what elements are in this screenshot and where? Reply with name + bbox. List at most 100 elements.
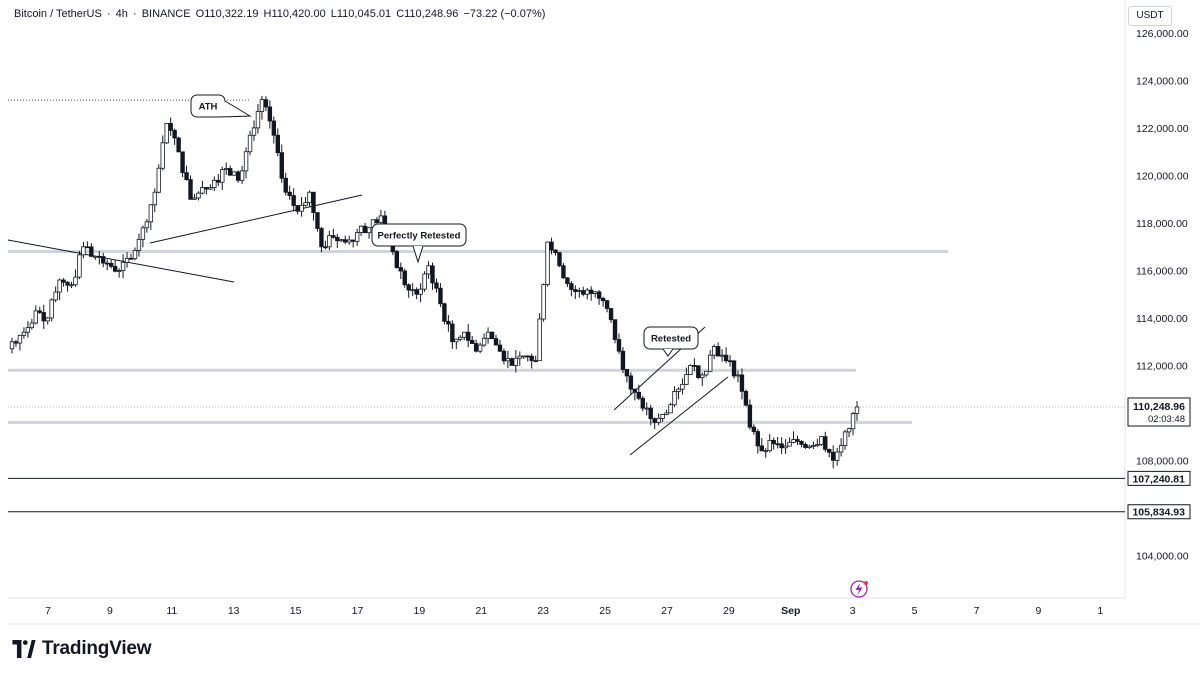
support-price-box [1127, 470, 1191, 486]
tradingview-logo-icon [12, 640, 36, 658]
candlestick [545, 241, 550, 287]
candle-body [577, 290, 582, 293]
trendline [629, 376, 729, 456]
candle-body [505, 358, 511, 362]
x-tick-label: 29 [723, 605, 735, 617]
candle-body [394, 251, 400, 268]
candle-body [727, 360, 733, 363]
candlestick [140, 225, 146, 248]
support-price-box [1127, 504, 1191, 520]
last-price-countdown: 02:03:48 [1148, 414, 1185, 425]
candlestick [815, 438, 820, 448]
candlestick [13, 339, 19, 347]
support-price-label: 107,240.81 [1127, 470, 1191, 486]
candlestick [160, 135, 165, 171]
candlestick [136, 233, 142, 257]
candle-body [188, 179, 193, 200]
candle-body [426, 265, 431, 275]
candlestick [632, 388, 638, 401]
candlestick [77, 250, 82, 280]
candle-body [735, 374, 741, 377]
candle-body [303, 202, 308, 206]
candle-body [676, 388, 681, 392]
candlestick [37, 306, 42, 314]
candlestick [414, 287, 419, 300]
callout-pointer [220, 100, 252, 118]
perfectly-retested-callout: Perfectly Retested [371, 223, 467, 264]
candle-body [97, 255, 102, 258]
candle-body [823, 436, 828, 450]
candle-body [731, 360, 737, 377]
candlestick [501, 348, 507, 365]
candlestick [747, 399, 753, 430]
candle-body [489, 331, 495, 340]
candle-body [291, 195, 296, 206]
candle-body [57, 279, 62, 293]
candle-body [176, 137, 181, 153]
candle-body [140, 227, 146, 240]
candlestick [731, 359, 737, 379]
y-tick-label: 108,000.00 [1136, 455, 1189, 467]
candlestick [426, 261, 431, 279]
candle-body [751, 426, 757, 432]
candle-body [354, 232, 360, 242]
candle-body [632, 388, 638, 393]
candle-body [549, 241, 554, 251]
candlestick [811, 441, 816, 449]
candle-body [581, 290, 586, 295]
candlestick [791, 431, 796, 444]
candlestick [208, 184, 213, 190]
candlestick [668, 402, 673, 414]
candlestick [739, 368, 745, 400]
x-tick-label: 1 [1097, 605, 1103, 617]
candlestick [81, 241, 86, 259]
candle-body [466, 331, 471, 341]
currency-unit-button[interactable]: USDT [1128, 6, 1172, 26]
candlestick [192, 193, 197, 200]
candle-body [13, 341, 19, 344]
candlestick [29, 318, 35, 330]
ohlc-close: C110,248.96 [396, 8, 459, 20]
candle-body [184, 172, 189, 180]
candlestick [354, 228, 360, 246]
candlestick [224, 162, 229, 175]
candle-body [783, 445, 788, 449]
symbol-header: Bitcoin / TetherUS · 4h · BINANCE O110,3… [14, 8, 546, 20]
candle-body [795, 439, 800, 442]
candle-body [743, 390, 749, 406]
candlestick [25, 321, 31, 338]
candle-body [684, 374, 689, 385]
candle-body [791, 439, 796, 443]
candlestick [573, 285, 578, 299]
candlestick [69, 281, 74, 289]
candlestick [620, 347, 626, 374]
price-change: −73.22 (−0.07%) [463, 8, 546, 20]
candlestick [719, 349, 725, 362]
candle-body [525, 355, 530, 358]
candlestick [438, 283, 443, 307]
candle-body [600, 297, 606, 302]
candle-body [37, 310, 42, 313]
candlestick [144, 218, 150, 233]
candlestick [358, 225, 364, 236]
candle-body [838, 445, 844, 453]
candlestick [374, 216, 380, 225]
candlestick [442, 302, 447, 325]
candle-body [402, 270, 407, 286]
candlestick [394, 249, 400, 269]
callout-text: ATH [199, 102, 218, 113]
candle-body [21, 331, 27, 336]
y-tick-label: 112,000.00 [1136, 360, 1188, 372]
ath-callout: ATH [190, 94, 252, 118]
candlestick [362, 222, 368, 234]
candle-body [378, 215, 384, 223]
candlestick [660, 413, 665, 423]
candlestick [612, 319, 618, 344]
candle-body [152, 191, 158, 206]
candlestick [124, 252, 130, 268]
candle-body [834, 451, 840, 461]
candlestick [343, 235, 348, 245]
